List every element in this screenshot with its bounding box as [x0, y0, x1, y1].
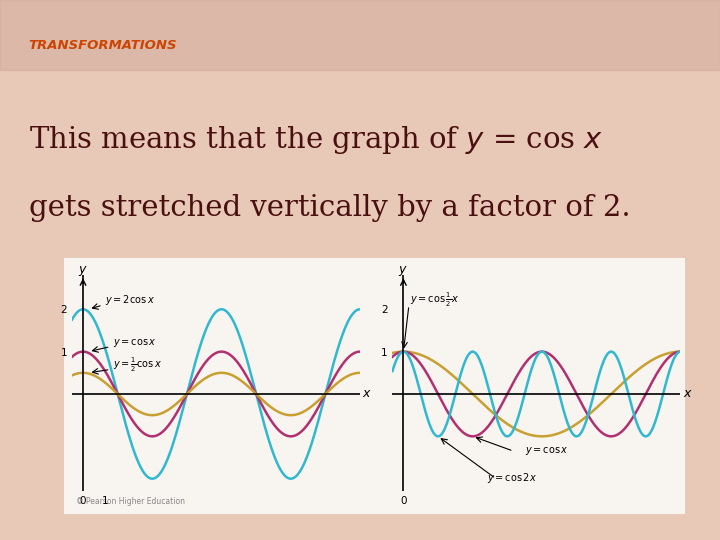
Text: TRANSFORMATIONS: TRANSFORMATIONS: [29, 39, 177, 52]
Bar: [65, 259, 684, 513]
Text: $y = \cos x$: $y = \cos x$: [113, 338, 157, 349]
Text: $y = 2\cos x$: $y = 2\cos x$: [105, 293, 155, 307]
Text: $y = \cos\frac{1}{2}x$: $y = \cos\frac{1}{2}x$: [410, 291, 459, 309]
Text: $y = \cos 2x$: $y = \cos 2x$: [487, 471, 537, 485]
Text: $x$: $x$: [362, 388, 372, 401]
Text: $y = \frac{1}{2}\cos x$: $y = \frac{1}{2}\cos x$: [113, 355, 162, 374]
Text: $y$: $y$: [398, 264, 408, 278]
Text: $y$: $y$: [78, 264, 88, 278]
Text: This means that the graph of $y$ = cos $x$: This means that the graph of $y$ = cos $…: [29, 124, 603, 157]
Bar: [0, 0, 720, 70]
Text: $x$: $x$: [683, 388, 693, 401]
Text: © Pearson Higher Education: © Pearson Higher Education: [76, 497, 184, 505]
Text: $y = \cos x$: $y = \cos x$: [525, 446, 569, 457]
Text: gets stretched vertically by a factor of 2.: gets stretched vertically by a factor of…: [29, 194, 631, 222]
